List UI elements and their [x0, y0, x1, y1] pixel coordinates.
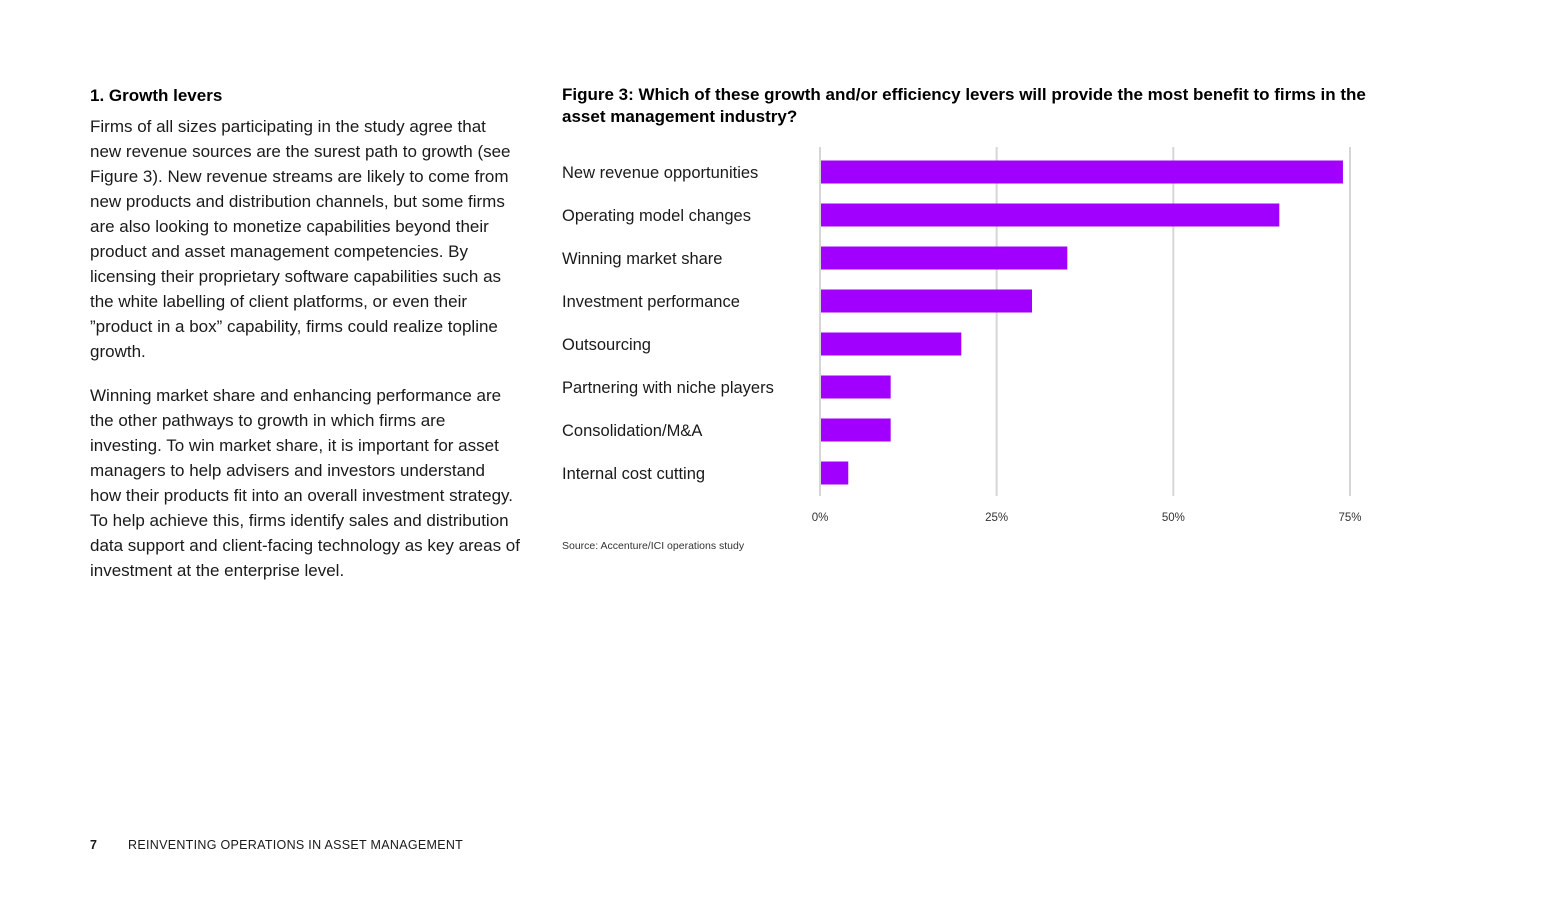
x-tick-label: 0% [812, 512, 829, 524]
document-title: REINVENTING OPERATIONS IN ASSET MANAGEME… [128, 838, 464, 852]
growth-levers-section: 1. Growth levers Firms of all sizes part… [90, 84, 520, 602]
section-heading: 1. Growth levers [90, 86, 223, 105]
bar [821, 461, 849, 485]
bar [821, 246, 1068, 270]
body-paragraph-1: Firms of all sizes participating in the … [90, 117, 511, 361]
category-label: Consolidation/M&A [562, 422, 702, 440]
x-tick-label: 25% [985, 512, 1008, 524]
category-label: Outsourcing [562, 336, 651, 354]
figure-source: Source: Accenture/ICI operations study [562, 540, 745, 552]
bar-chart: New revenue opportunities Operating model… [562, 147, 1362, 524]
x-tick-label: 50% [1162, 512, 1185, 524]
category-label: New revenue opportunities [562, 164, 758, 182]
figure-title: Figure 3: Which of these growth and/or e… [562, 85, 1366, 126]
bar [821, 160, 1343, 184]
bar [821, 289, 1032, 313]
bar [821, 375, 891, 399]
page-number: 7 [90, 838, 98, 852]
category-label: Partnering with niche players [562, 379, 774, 397]
category-label: Winning market share [562, 250, 722, 268]
bar [821, 418, 891, 442]
bar [821, 332, 962, 356]
x-tick-label: 75% [1338, 512, 1361, 524]
category-label: Operating model changes [562, 207, 751, 225]
category-label: Internal cost cutting [562, 465, 705, 483]
page-footer: 7 REINVENTING OPERATIONS IN ASSET MANAGEM… [90, 838, 463, 852]
figure-3: Figure 3: Which of these growth and/or e… [562, 84, 1382, 524]
category-label: Investment performance [562, 293, 740, 311]
body-paragraph-2: Winning market share and enhancing perfo… [90, 386, 520, 580]
bar [821, 203, 1280, 227]
